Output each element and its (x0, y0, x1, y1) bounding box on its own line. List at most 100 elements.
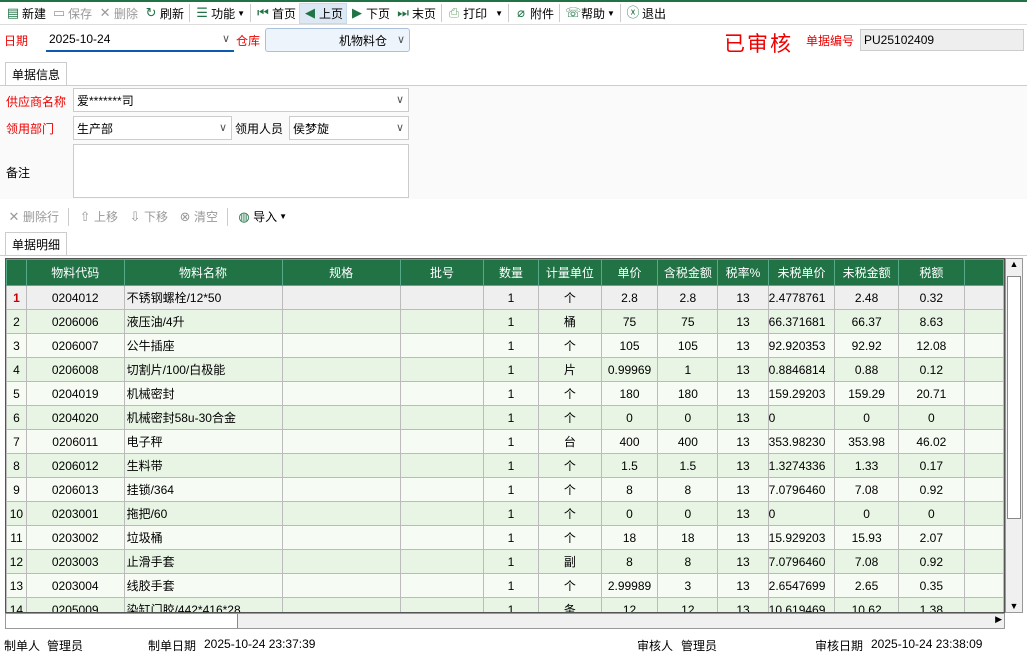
table-cell[interactable] (281, 501, 401, 526)
table-cell[interactable]: 0203001 (25, 501, 125, 526)
table-cell[interactable]: 0204012 (25, 285, 125, 310)
table-cell[interactable]: 0.32 (897, 285, 965, 310)
table-cell[interactable]: 条 (537, 597, 602, 612)
table-cell[interactable]: 7.0796460 (767, 477, 836, 502)
table-cell[interactable]: 1 (483, 357, 539, 382)
table-cell[interactable]: 15.93 (834, 525, 899, 550)
table-row[interactable]: 11 0203002 垃圾桶 1 个 18 18 13 15.929203 15.93 2.07 (6, 525, 1004, 550)
table-cell[interactable]: 0203002 (25, 525, 125, 550)
table-cell[interactable]: 7.08 (834, 477, 899, 502)
table-cell[interactable] (399, 453, 485, 478)
table-cell[interactable]: 180 (657, 381, 719, 406)
table-cell[interactable] (399, 357, 485, 382)
table-cell[interactable]: 止滑手套 (123, 549, 283, 574)
table-cell[interactable]: 13 (717, 453, 769, 478)
table-cell[interactable]: 12.08 (897, 333, 965, 358)
table-cell[interactable] (281, 333, 401, 358)
table-cell[interactable]: 线胶手套 (123, 573, 283, 598)
table-cell[interactable] (399, 309, 485, 334)
table-cell[interactable]: 1.5 (600, 453, 659, 478)
table-cell[interactable]: 13 (717, 285, 769, 310)
table-cell[interactable]: 0206011 (25, 429, 125, 454)
table-cell[interactable]: 0205009 (25, 597, 125, 612)
table-cell[interactable]: 片 (537, 357, 602, 382)
table-cell[interactable]: 13 (717, 477, 769, 502)
last-page-button[interactable]: ⏭ 末页 (393, 3, 439, 24)
table-cell[interactable]: 0 (767, 405, 836, 430)
import-menu[interactable]: ◍ 导入 ▼ (234, 206, 290, 227)
table-cell[interactable]: 105 (600, 333, 659, 358)
table-cell[interactable]: 353.98 (834, 429, 899, 454)
column-header[interactable]: 未税金额 (834, 259, 899, 286)
table-cell[interactable]: 159.29 (834, 381, 899, 406)
table-cell[interactable]: 1 (483, 525, 539, 550)
table-cell[interactable] (281, 429, 401, 454)
table-cell[interactable]: 2.4778761 (767, 285, 836, 310)
column-header[interactable]: 物料代码 (25, 259, 125, 286)
vertical-scrollbar[interactable]: ▲ ▼ (1005, 258, 1023, 613)
table-row[interactable]: 10 0203001 拖把/60 1 个 0 0 13 0 0 0 (6, 501, 1004, 526)
table-cell[interactable] (399, 333, 485, 358)
scroll-thumb[interactable] (1007, 276, 1021, 519)
table-cell[interactable] (281, 549, 401, 574)
table-cell[interactable]: 92.92 (834, 333, 899, 358)
table-cell[interactable]: 1 (483, 429, 539, 454)
table-cell[interactable] (399, 501, 485, 526)
table-row[interactable]: 6 0204020 机械密封58u-30合金 1 个 0 0 13 0 0 0 (6, 405, 1004, 430)
table-cell[interactable]: 8 (657, 549, 719, 574)
table-row[interactable]: 5 0204019 机械密封 1 个 180 180 13 159.29203 159.29 20.… (6, 381, 1004, 406)
table-cell[interactable] (399, 549, 485, 574)
table-cell[interactable] (399, 429, 485, 454)
save-button[interactable]: ▭ 保存 (49, 3, 95, 24)
column-header[interactable]: 批号 (399, 259, 485, 286)
table-cell[interactable]: 个 (537, 573, 602, 598)
next-page-button[interactable]: ▶ 下页 (347, 3, 393, 24)
table-row[interactable]: 7 0206011 电子秤 1 台 400 400 13 353.98230 353.98 46.0… (6, 429, 1004, 454)
delete-button[interactable]: ✕ 删除 (95, 3, 141, 24)
table-cell[interactable]: 2.07 (897, 525, 965, 550)
table-cell[interactable] (281, 285, 401, 310)
tab-doc-info[interactable]: 单据信息 (5, 62, 68, 86)
table-cell[interactable]: 0206007 (25, 333, 125, 358)
table-cell[interactable]: 0.35 (897, 573, 965, 598)
table-cell[interactable]: 个 (537, 285, 602, 310)
column-header[interactable]: 税额 (897, 259, 965, 286)
table-cell[interactable]: 2.6547699 (767, 573, 836, 598)
table-cell[interactable]: 染缸门胶/442*416*28 (123, 597, 283, 612)
table-cell[interactable]: 1 (657, 357, 719, 382)
column-header[interactable]: 税率% (717, 259, 769, 286)
column-header[interactable]: 单价 (600, 259, 659, 286)
column-header[interactable]: 规格 (281, 259, 401, 286)
table-cell[interactable]: 1 (483, 477, 539, 502)
table-cell[interactable]: 桶 (537, 309, 602, 334)
table-cell[interactable] (281, 453, 401, 478)
table-cell[interactable]: 13 (717, 405, 769, 430)
warehouse-select[interactable]: 机物料仓 ∨ (265, 28, 410, 52)
table-cell[interactable]: 1 (483, 573, 539, 598)
table-cell[interactable]: 13 (717, 549, 769, 574)
column-header[interactable]: 计量单位 (537, 259, 602, 286)
table-row[interactable]: 13 0203004 线胶手套 1 个 2.99989 3 13 2.6547699 2.65 0.… (6, 573, 1004, 598)
table-cell[interactable] (281, 357, 401, 382)
table-cell[interactable]: 105 (657, 333, 719, 358)
table-cell[interactable]: 0 (657, 405, 719, 430)
table-cell[interactable]: 20.71 (897, 381, 965, 406)
table-cell[interactable]: 1 (483, 405, 539, 430)
table-cell[interactable]: 台 (537, 429, 602, 454)
table-cell[interactable]: 机械密封58u-30合金 (123, 405, 283, 430)
table-cell[interactable]: 0.17 (897, 453, 965, 478)
clear-button[interactable]: ⊗ 清空 (175, 206, 221, 227)
table-cell[interactable]: 15.929203 (767, 525, 836, 550)
table-cell[interactable]: 18 (657, 525, 719, 550)
table-cell[interactable] (281, 477, 401, 502)
table-cell[interactable]: 13 (717, 333, 769, 358)
table-cell[interactable]: 0204020 (25, 405, 125, 430)
dept-select[interactable]: 生产部 ∨ (73, 116, 232, 140)
table-row[interactable]: 9 0206013 挂锁/364 1 个 8 8 13 7.0796460 7.08 0.92 (6, 477, 1004, 502)
table-cell[interactable]: 1.38 (897, 597, 965, 612)
table-cell[interactable]: 12 (600, 597, 659, 612)
table-cell[interactable] (281, 573, 401, 598)
scroll-down-icon[interactable]: ▼ (1009, 601, 1019, 611)
table-cell[interactable]: 0 (834, 405, 899, 430)
table-cell[interactable]: 1 (483, 549, 539, 574)
